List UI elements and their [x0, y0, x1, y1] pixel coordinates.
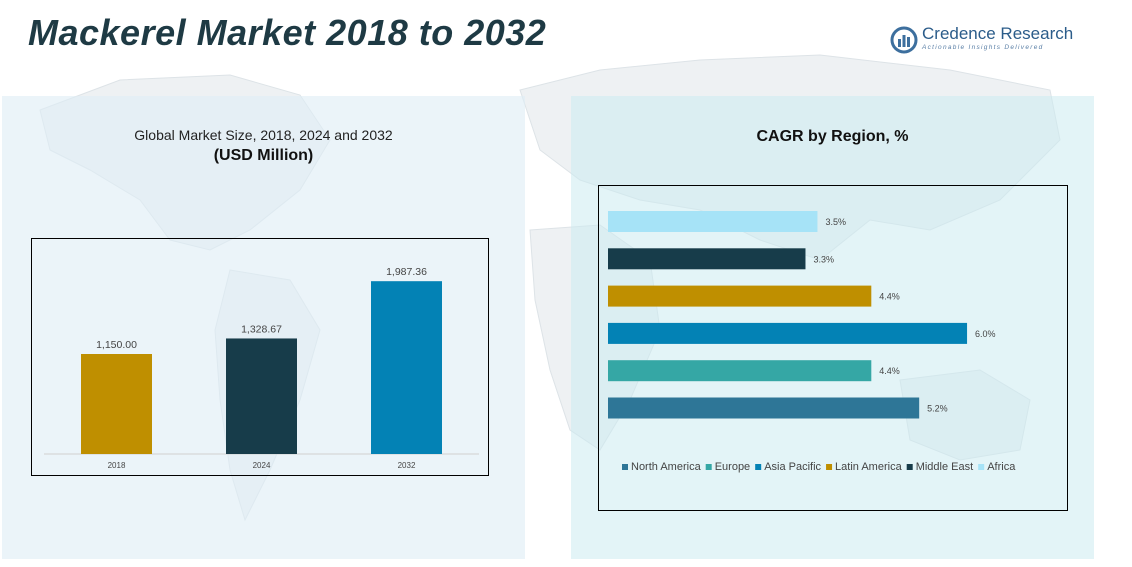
bar-north-america [608, 397, 920, 419]
logo-name: Credence Research [922, 24, 1074, 43]
cagr-title: CAGR by Region, % [756, 128, 909, 145]
value-label-africa: 3.5% [825, 217, 846, 227]
logo-tagline: Actionable Insights Delivered [922, 44, 1044, 51]
bar-latin-america [608, 285, 872, 307]
credence-research-logo: Credence Research Actionable Insights De… [890, 24, 1080, 60]
page-title: Mackerel Market 2018 to 2032 [28, 12, 547, 53]
legend-label-europe: Europe [715, 461, 750, 473]
value-label-2018: 1,150.00 [96, 339, 137, 351]
legend-swatch-north-america [622, 464, 628, 470]
value-label-middle-east: 3.3% [813, 254, 834, 264]
legend-swatch-asia-pacific [755, 464, 762, 470]
bar-2018 [81, 354, 152, 454]
bar-2024 [226, 338, 297, 454]
legend-swatch-europe [705, 464, 712, 470]
value-label-2032: 1,987.36 [386, 266, 427, 278]
value-label-2024: 1,328.67 [241, 323, 282, 335]
legend-swatch-africa [978, 464, 985, 470]
value-label-north-america: 5.2% [927, 404, 948, 414]
value-label-europe: 4.4% [879, 366, 900, 376]
legend-label-middle-east: Middle East [916, 461, 973, 473]
market-size-subtitle: Global Market Size, 2018, 2024 and 2032 [134, 127, 393, 143]
bar-africa [608, 211, 818, 232]
legend-label-latin-america: Latin America [835, 461, 903, 473]
bar-2032 [371, 281, 442, 454]
bar-europe [608, 360, 872, 382]
bar-asia-pacific [608, 322, 968, 344]
market-size-chart: 1,150.00 2018 1,328.67 2024 1,987.36 2032 [31, 238, 489, 476]
legend-swatch-latin-america [826, 464, 833, 470]
tick-label-2018: 2018 [108, 461, 126, 470]
cagr-chart: 3.5% 3.3% 4.4% 6.0% 4.4% 5.2% North America Eur… [598, 185, 1068, 511]
value-label-latin-america: 4.4% [879, 292, 900, 302]
bar-middle-east [608, 248, 806, 270]
value-label-asia-pacific: 6.0% [975, 329, 996, 339]
legend-label-north-america: North America [631, 461, 702, 473]
logo-icon [890, 26, 918, 54]
market-size-unit: (USD Million) [213, 147, 314, 164]
market-size-chart-svg: 1,150.00 2018 1,328.67 2024 1,987.36 2032 [44, 266, 479, 470]
legend-label-africa: Africa [987, 461, 1016, 473]
tick-label-2032: 2032 [398, 461, 416, 470]
legend-label-asia-pacific: Asia Pacific [764, 461, 821, 473]
cagr-chart-svg: 3.5% 3.3% 4.4% 6.0% 4.4% 5.2% North America Eur… [608, 211, 1016, 473]
tick-label-2024: 2024 [253, 461, 271, 470]
legend: North America Europe Asia Pacific Latin Ame… [622, 461, 1016, 473]
legend-swatch-middle-east [906, 464, 913, 470]
